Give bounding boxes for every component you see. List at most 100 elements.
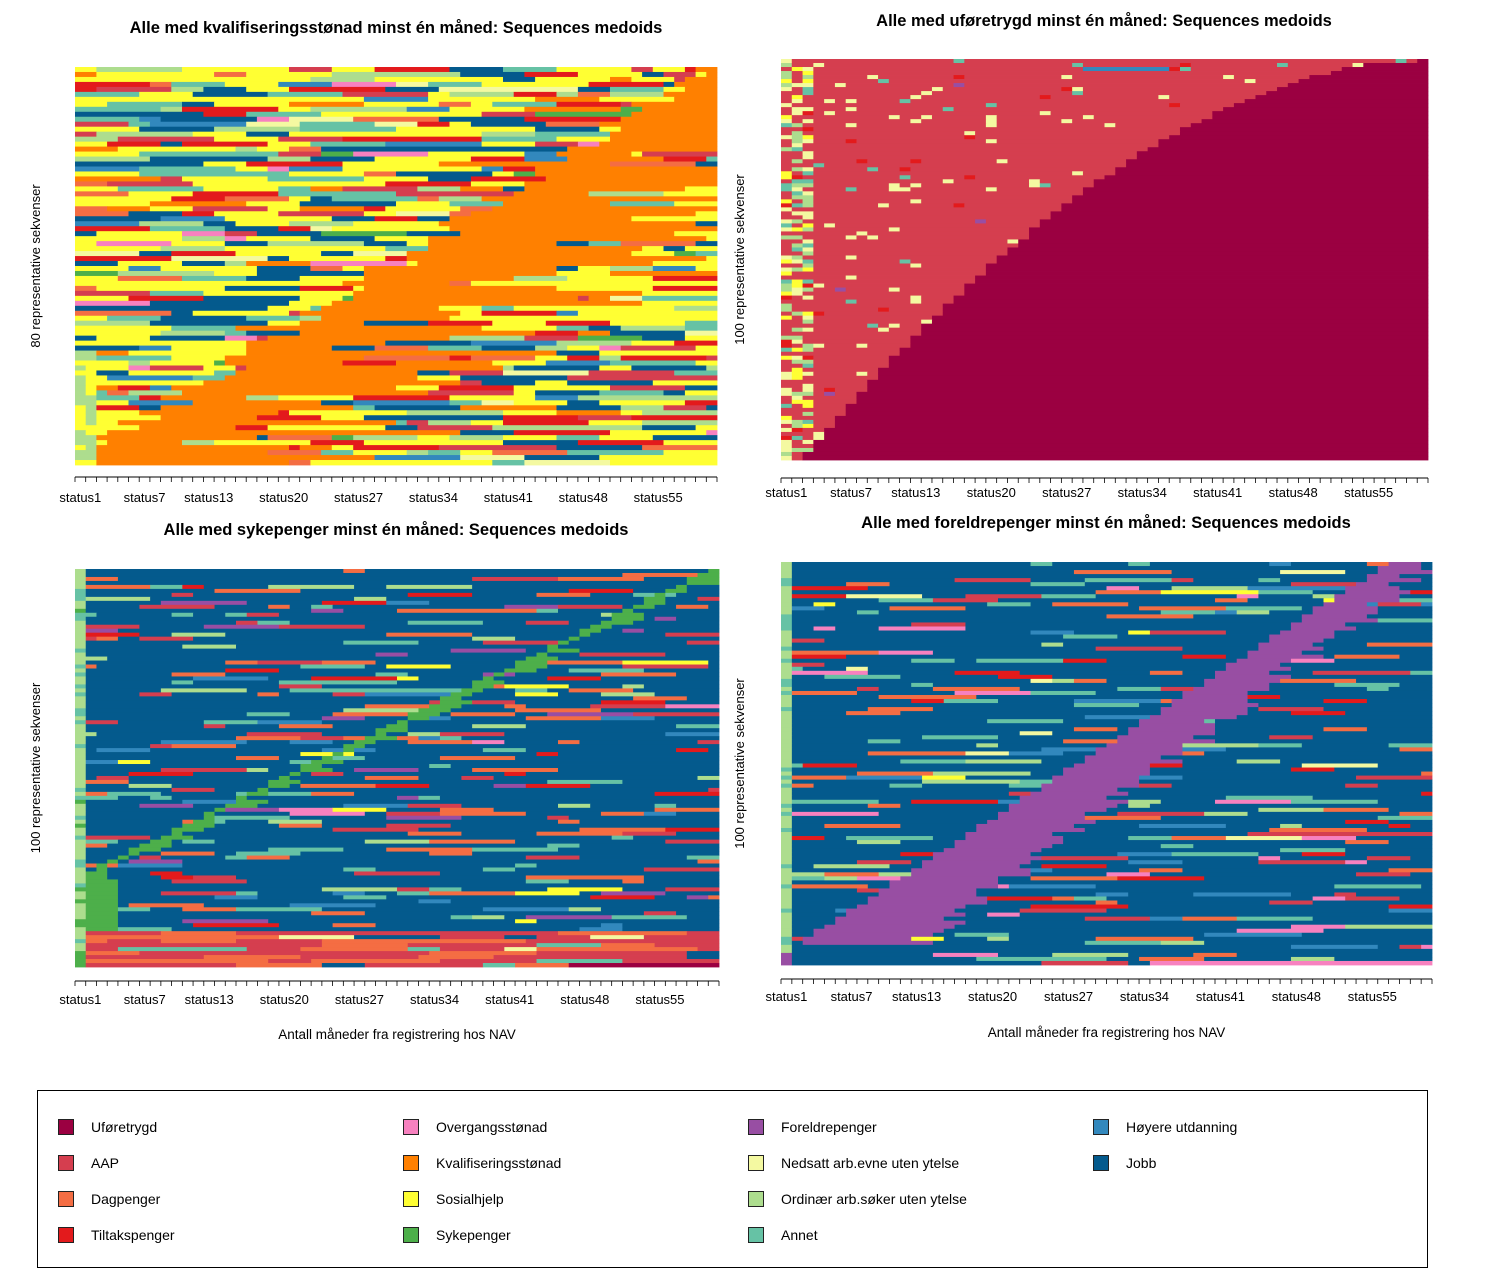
sequence-cell — [781, 948, 793, 954]
sequence-cell — [1312, 642, 1368, 648]
sequence-cell — [1117, 634, 1270, 639]
sequence-cell — [686, 576, 720, 582]
sequence-cell — [791, 582, 847, 587]
sequence-cell — [791, 908, 836, 914]
sequence-cell — [470, 101, 493, 108]
sequence-cell — [96, 867, 108, 872]
sequence-cell — [513, 275, 568, 282]
sequence-cell — [342, 166, 482, 172]
sequence-cell — [536, 935, 591, 940]
sequence-cell — [1008, 936, 1097, 942]
sequence-cell — [364, 704, 430, 709]
sequence-cell — [547, 660, 623, 665]
sequence-cell — [802, 451, 1429, 457]
sequence-cell — [1258, 590, 1314, 595]
sequence-cell — [117, 863, 183, 868]
sequence-cell — [695, 251, 718, 257]
sequence-cell — [472, 915, 505, 920]
sequence-cell — [781, 715, 793, 720]
sequence-cell — [1128, 791, 1422, 797]
sequence-cell — [171, 81, 226, 88]
sequence-cell — [813, 355, 890, 361]
sequence-cell — [932, 598, 999, 603]
sequence-cell — [171, 795, 237, 801]
sequence-cell — [246, 712, 291, 717]
sequence-cell — [1128, 904, 1389, 909]
sequence-cell — [802, 666, 847, 672]
sequence-cell — [1117, 852, 1172, 857]
sequence-cell — [75, 760, 87, 765]
sequence-cell — [1366, 827, 1433, 833]
sequence-cell — [321, 939, 527, 944]
sequence-cell — [813, 626, 836, 631]
sequence-cell — [300, 771, 312, 777]
sequence-cell — [193, 592, 409, 598]
sequence-cell — [353, 435, 418, 441]
sequence-cell — [781, 928, 793, 934]
sequence-cell — [354, 871, 441, 876]
sequence-cell — [160, 600, 248, 606]
sequence-cell — [492, 206, 718, 212]
sequence-cell — [791, 574, 1368, 579]
sequence-cell — [299, 320, 365, 327]
sequence-cell — [695, 71, 707, 78]
sequence-cell — [781, 411, 803, 417]
sequence-cell — [96, 385, 119, 391]
sequence-cell — [85, 405, 97, 411]
sequence-cell — [547, 712, 634, 717]
sequence-cell — [845, 403, 1429, 409]
sequence-cell — [1171, 703, 1259, 708]
sequence-cell — [663, 450, 718, 456]
sequence-cell — [406, 420, 429, 426]
sequence-cell — [1171, 783, 1346, 789]
sequence-cell — [235, 365, 247, 371]
sequence-cell — [1301, 763, 1379, 768]
sequence-cell — [171, 345, 247, 351]
sequence-cell — [418, 640, 484, 646]
x-tick-label: status13 — [891, 485, 940, 500]
sequence-cell — [1050, 211, 1429, 216]
sequence-cell — [85, 815, 205, 821]
sequence-cell — [781, 666, 793, 672]
sequence-cell — [171, 592, 194, 598]
sequence-cell — [225, 724, 280, 729]
x-tick-label: status55 — [1348, 989, 1397, 1004]
sequence-cell — [75, 943, 87, 948]
sequence-cell — [1215, 723, 1433, 728]
sequence-cell — [921, 199, 1073, 204]
sequence-cell — [268, 791, 312, 797]
sequence-cell — [182, 644, 237, 649]
sequence-cell — [1160, 610, 1216, 615]
sequence-cell — [85, 648, 452, 653]
sequence-cell — [856, 391, 1429, 397]
sequence-cell — [160, 315, 247, 322]
sequence-cell — [192, 181, 386, 187]
sequence-cell — [964, 83, 1289, 88]
sequence-cell — [75, 935, 87, 940]
sequence-cell — [75, 166, 140, 172]
sequence-cell — [1269, 670, 1314, 676]
sequence-cell — [267, 305, 311, 312]
sequence-cell — [846, 775, 923, 781]
sequence-cell — [374, 455, 461, 461]
sequence-cell — [781, 195, 793, 200]
sequence-cell — [235, 425, 268, 431]
sequence-cell — [791, 139, 803, 144]
sequence-cell — [224, 216, 333, 222]
sequence-cell — [1301, 823, 1389, 829]
sequence-cell — [654, 716, 720, 721]
sequence-cell — [332, 807, 387, 813]
sequence-cell — [567, 146, 718, 152]
sequence-cell — [75, 261, 119, 267]
sequence-cell — [192, 310, 290, 317]
sequence-cell — [706, 430, 718, 436]
sequence-cell — [460, 375, 568, 381]
sequence-cell — [225, 672, 376, 677]
sequence-cell — [482, 672, 494, 677]
sequence-cell — [695, 360, 718, 366]
sequence-cell — [1421, 771, 1433, 776]
sequence-cell — [299, 315, 322, 322]
sequence-cell — [987, 936, 1010, 942]
sequence-cell — [353, 400, 450, 406]
sequence-cell — [353, 151, 429, 157]
